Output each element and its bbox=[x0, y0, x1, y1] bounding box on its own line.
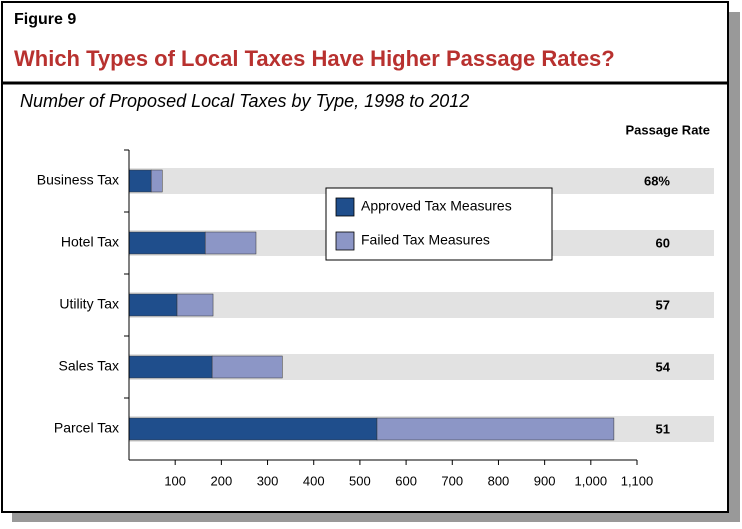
x-tick-label: 500 bbox=[349, 473, 371, 488]
x-tick-label: 900 bbox=[534, 473, 556, 488]
x-tick-label: 600 bbox=[395, 473, 417, 488]
bar bbox=[128, 355, 213, 379]
category-label: Business Tax bbox=[37, 172, 119, 188]
bar bbox=[176, 293, 214, 317]
chart-title: Which Types of Local Taxes Have Higher P… bbox=[14, 46, 615, 71]
x-tick-label: 800 bbox=[488, 473, 510, 488]
passage-rate: 54 bbox=[656, 359, 671, 374]
bar bbox=[204, 231, 257, 255]
rate-header: Passage Rate bbox=[625, 122, 710, 137]
x-tick-label: 200 bbox=[211, 473, 233, 488]
category-label: Utility Tax bbox=[59, 296, 119, 312]
x-tick-label: 400 bbox=[303, 473, 325, 488]
bar bbox=[211, 355, 283, 379]
legend-swatch bbox=[335, 197, 355, 217]
figure-label: Figure 9 bbox=[14, 11, 76, 28]
bar bbox=[128, 231, 206, 255]
x-tick-label: 700 bbox=[441, 473, 463, 488]
bar bbox=[150, 169, 163, 193]
passage-rate: 51 bbox=[656, 421, 670, 436]
bar bbox=[128, 293, 178, 317]
legend-swatch bbox=[335, 231, 355, 251]
x-tick-label: 1,000 bbox=[575, 473, 608, 488]
passage-rate: 68% bbox=[644, 173, 670, 188]
bar bbox=[128, 169, 152, 193]
bar bbox=[128, 417, 378, 441]
x-tick-label: 100 bbox=[164, 473, 186, 488]
passage-rate: 60 bbox=[656, 235, 670, 250]
x-tick-label: 1,100 bbox=[621, 473, 654, 488]
legend-label: Failed Tax Measures bbox=[361, 232, 490, 248]
bar bbox=[376, 417, 615, 441]
x-tick-label: 300 bbox=[257, 473, 279, 488]
category-label: Sales Tax bbox=[59, 358, 119, 374]
legend-label: Approved Tax Measures bbox=[361, 198, 512, 214]
row-band bbox=[129, 292, 714, 318]
chart-subtitle: Number of Proposed Local Taxes by Type, … bbox=[20, 91, 469, 111]
legend-box bbox=[325, 187, 553, 261]
passage-rate: 57 bbox=[656, 297, 670, 312]
category-label: Hotel Tax bbox=[61, 234, 119, 250]
category-label: Parcel Tax bbox=[54, 420, 119, 436]
